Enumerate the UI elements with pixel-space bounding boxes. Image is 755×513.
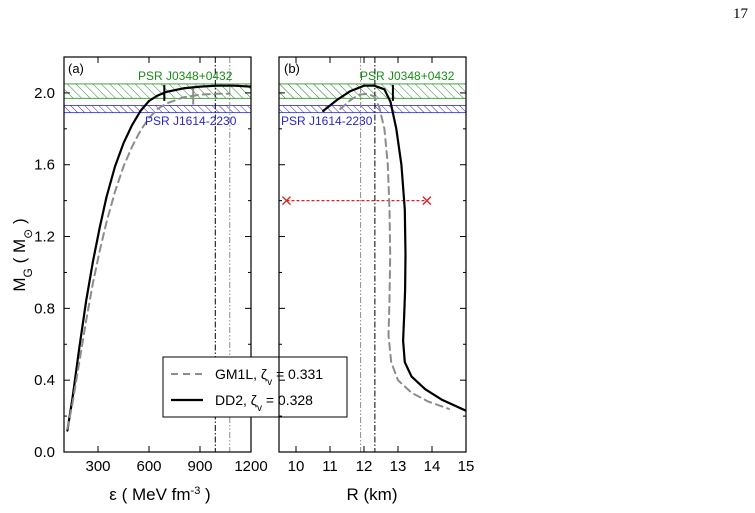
legend-gm1l-value: = 0.331 [272, 366, 323, 382]
y-tick-label-3: 1.2 [34, 229, 55, 246]
panel-a-frame [63, 56, 252, 453]
panel-b-band-label-j0348: PSR J0348+0432 [360, 69, 455, 83]
panel-a-series-gm1l [66, 92, 231, 430]
legend-gm1l-text: GM1L, ζv = 0.331 [215, 366, 323, 388]
panel-a-band-label-j0348: PSR J0348+0432 [138, 69, 233, 83]
panel-a-x-axis-title-sup: -3 [191, 485, 201, 497]
panel-a-band-label-j1614: PSR J1614-2230 [145, 114, 237, 128]
panel-b-frame [278, 56, 467, 453]
legend-dd2-value: = 0.328 [262, 392, 313, 408]
y-axis-title-close: ) [10, 218, 29, 228]
y-tick-label-1: 0.4 [34, 372, 55, 389]
panel-a-x-tick-label-2: 900 [187, 458, 212, 475]
panel-a-x-tick-label-1: 600 [136, 458, 161, 475]
panel-b-series-dd2 [322, 84, 466, 412]
legend-dd2-sub: v [257, 403, 262, 414]
panel-a-x-tick-label-3: 1200 [234, 458, 267, 475]
panel-b-radius-range-cross-0 [282, 196, 291, 206]
y-axis-title-sub: G [21, 268, 35, 277]
y-axis-title-main: M [10, 277, 29, 291]
y-tick-label-0: 0.0 [34, 444, 55, 461]
panel-a-x-tick-label-0: 300 [85, 458, 110, 475]
panel-b-x-tick-label-4: 14 [424, 458, 441, 475]
panel-b-x-axis-title: R (km) [347, 485, 398, 504]
y-tick-label-2: 0.8 [34, 300, 55, 317]
panel-b-label: (b) [284, 61, 300, 76]
panel-a-x-axis-title: ε ( MeV fm-3 ) [109, 485, 210, 504]
panel-a-x-axis-title-main: ε ( MeV fm [109, 485, 190, 504]
panel-b-band-j1614 [279, 105, 466, 114]
panel-b-x-tick-label-1: 11 [322, 458, 338, 475]
page-number: 17 [733, 6, 748, 22]
panel-b-x-tick-label-2: 12 [356, 458, 373, 475]
panel-b-x-tick-label-5: 15 [458, 458, 475, 475]
legend-dd2-text: DD2, ζv = 0.328 [215, 392, 313, 414]
y-axis-title-unit-sub: ⊙ [21, 229, 35, 239]
legend: GM1L, ζv = 0.331 DD2, ζv = 0.328 [162, 356, 348, 418]
panel-b-radius-range-cross-1 [422, 196, 432, 206]
panel-b-radius: 10 11 12 13 14 15 (b) PSR J0348+0432 PSR J161… [278, 56, 475, 504]
panel-a-x-axis-title-close: ) [200, 485, 210, 504]
y-axis-title-unit: ( M [10, 239, 29, 268]
y-tick-label-5: 2.0 [34, 85, 55, 102]
y-axis-ticks: 0.0 0.4 0.8 1.2 1.6 2.0 [34, 85, 55, 461]
panel-b-x-tick-label-3: 13 [390, 458, 407, 475]
legend-gm1l-sub: v [267, 377, 272, 388]
legend-gm1l-label: GM1L, ζ [215, 366, 267, 382]
panel-b-band-label-j1614: PSR J1614-2230 [281, 114, 373, 128]
panel-a-energy-density: 300 600 900 1200 (a) PSR J0348+0432 PSR J16… [63, 56, 348, 504]
legend-box [162, 356, 348, 418]
panel-b-x-tick-label-0: 10 [288, 458, 305, 475]
panel-a-series-dd2 [66, 84, 251, 432]
legend-dd2-label: DD2, ζ [215, 392, 257, 408]
panel-b-series-gm1l [339, 92, 450, 410]
panel-b-band-j0348 [279, 83, 466, 99]
y-axis-title: MG ( M⊙ ) [10, 218, 35, 291]
y-tick-label-4: 1.6 [34, 157, 55, 174]
panel-a-label: (a) [68, 61, 84, 76]
